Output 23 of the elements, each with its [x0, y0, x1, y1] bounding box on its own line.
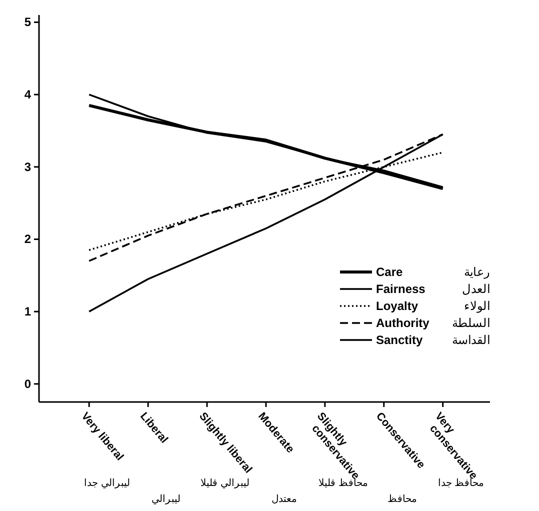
annotation: القداسة — [452, 333, 490, 347]
annotation: السلطة — [452, 316, 490, 330]
y-tick-label: 5 — [24, 15, 32, 30]
legend-label: Sanctity — [376, 333, 424, 347]
text: محافظ جدا — [438, 478, 484, 489]
annotation: الولاء — [464, 299, 490, 313]
text: معتدل — [271, 494, 296, 505]
legend-label: Fairness — [376, 282, 426, 296]
y-tick-label: 3 — [24, 160, 32, 174]
text: ليبرالي — [152, 494, 181, 505]
legend-label: Loyalty — [376, 299, 418, 313]
annotation: رعاية — [464, 265, 490, 279]
text: ليبرالي جدا — [84, 478, 130, 489]
legend-label: Care — [376, 265, 404, 279]
annotation: العدل — [462, 282, 490, 296]
y-tick-label: 0 — [24, 376, 32, 391]
legend-label: Authority — [376, 316, 430, 330]
text: محافظ — [387, 494, 416, 505]
y-tick-label: 2 — [24, 232, 32, 246]
y-tick-label: 1 — [24, 304, 32, 319]
text: ليبرالي قليلا — [200, 478, 250, 489]
text: محافظ قليلا — [318, 478, 368, 489]
y-tick-label: 4 — [24, 88, 32, 102]
